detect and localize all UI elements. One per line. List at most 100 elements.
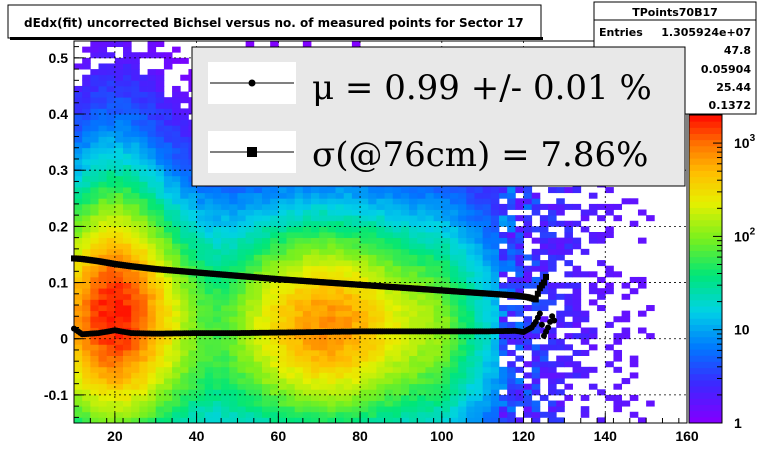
heatmap-cell [114,226,124,233]
heatmap-cell [466,338,475,345]
heatmap-cell [123,389,132,396]
heatmap-cell [335,383,345,390]
heatmap-cell [294,333,304,340]
heatmap-cell [278,192,287,199]
heatmap-cell [139,271,148,278]
heatmap-cell [400,305,410,312]
colorbar-tick-label: 103 [734,133,756,151]
heatmap-cell [466,310,475,317]
heatmap-cell [311,209,320,216]
heatmap-cell [180,299,189,306]
heatmap-cell [261,349,271,356]
heatmap-cell [351,310,361,317]
heatmap-cell [499,411,508,418]
heatmap-cell [139,406,148,413]
heatmap-cell [278,355,287,362]
heatmap-cell [311,394,320,401]
heatmap-cell [433,243,443,250]
heatmap-cell [163,344,173,351]
heatmap-cell [605,271,614,278]
heatmap-cell [74,209,83,216]
heatmap-cell [196,254,206,261]
colorbar-swatch [689,416,722,424]
heatmap-cell [212,203,222,210]
heatmap-cell [212,310,222,317]
heatmap-cell [360,254,369,261]
heatmap-cell [482,203,492,210]
heatmap-cell [335,288,345,295]
heatmap-cell [90,349,99,356]
heatmap-cell [212,383,222,390]
heatmap-cell [261,192,271,199]
heatmap-cell [548,400,557,407]
heatmap-cell [597,305,606,312]
heatmap-cell [196,226,206,233]
heatmap-cell [425,276,435,283]
heatmap-cell [458,400,467,407]
heatmap-cell [335,198,345,205]
heatmap-cell [286,192,296,199]
heatmap-cell [98,288,108,295]
heatmap-cell [588,299,598,306]
heatmap-cell [188,372,197,379]
heatmap-cell [368,349,377,356]
heatmap-cell [98,243,108,250]
heatmap-cell [556,417,565,424]
heatmap-cell [90,372,99,379]
heatmap-cell [376,220,385,227]
heatmap-cell [90,85,99,92]
heatmap-cell [278,198,287,205]
heatmap-cell [286,282,296,289]
heatmap-cell [449,366,459,373]
heatmap-cell [131,85,140,92]
heatmap-cell [400,271,410,278]
heatmap-cell [253,288,263,295]
heatmap-cell [458,276,467,283]
heatmap-cell [417,203,426,210]
heatmap-cell [98,361,108,368]
heatmap-cell [82,220,91,227]
heatmap-cell [351,333,361,340]
heatmap-cell [621,333,631,340]
heatmap-cell [466,220,475,227]
heatmap-cell [605,209,614,216]
heatmap-cell [294,366,304,373]
heatmap-cell [163,220,173,227]
heatmap-cell [90,378,99,385]
heatmap-cell [499,394,508,401]
heatmap-cell [106,136,116,143]
heatmap-cell [123,417,132,424]
heatmap-cell [351,276,361,283]
heatmap-cell [417,400,426,407]
heatmap-cell [114,378,124,385]
heatmap-cell [490,243,500,250]
heatmap-cell [548,344,557,351]
heatmap-cell [163,142,173,149]
heatmap-cell [588,366,598,373]
heatmap-cell [245,265,255,272]
heatmap-cell [507,198,516,205]
heatmap-cell [311,237,320,244]
heatmap-cell [425,394,435,401]
heatmap-cell [335,265,345,272]
heatmap-cell [368,361,377,368]
heatmap-cell [539,349,549,356]
heatmap-cell [449,248,459,255]
heatmap-cell [196,237,206,244]
heatmap-cell [376,333,385,340]
heatmap-cell [74,198,83,205]
heatmap-cell [114,406,124,413]
heatmap-cell [499,349,508,356]
heatmap-cell [237,389,247,396]
heatmap-cell [139,175,148,182]
heatmap-cell [490,394,500,401]
heatmap-cell [114,372,124,379]
heatmap-cell [499,305,508,312]
colorbar-tick-label: 1 [734,415,742,431]
heatmap-cell [384,378,394,385]
heatmap-cell [163,114,173,121]
heatmap-cell [131,243,140,250]
heatmap-cell [376,394,385,401]
heatmap-cell [204,288,214,295]
heatmap-cell [172,293,181,300]
